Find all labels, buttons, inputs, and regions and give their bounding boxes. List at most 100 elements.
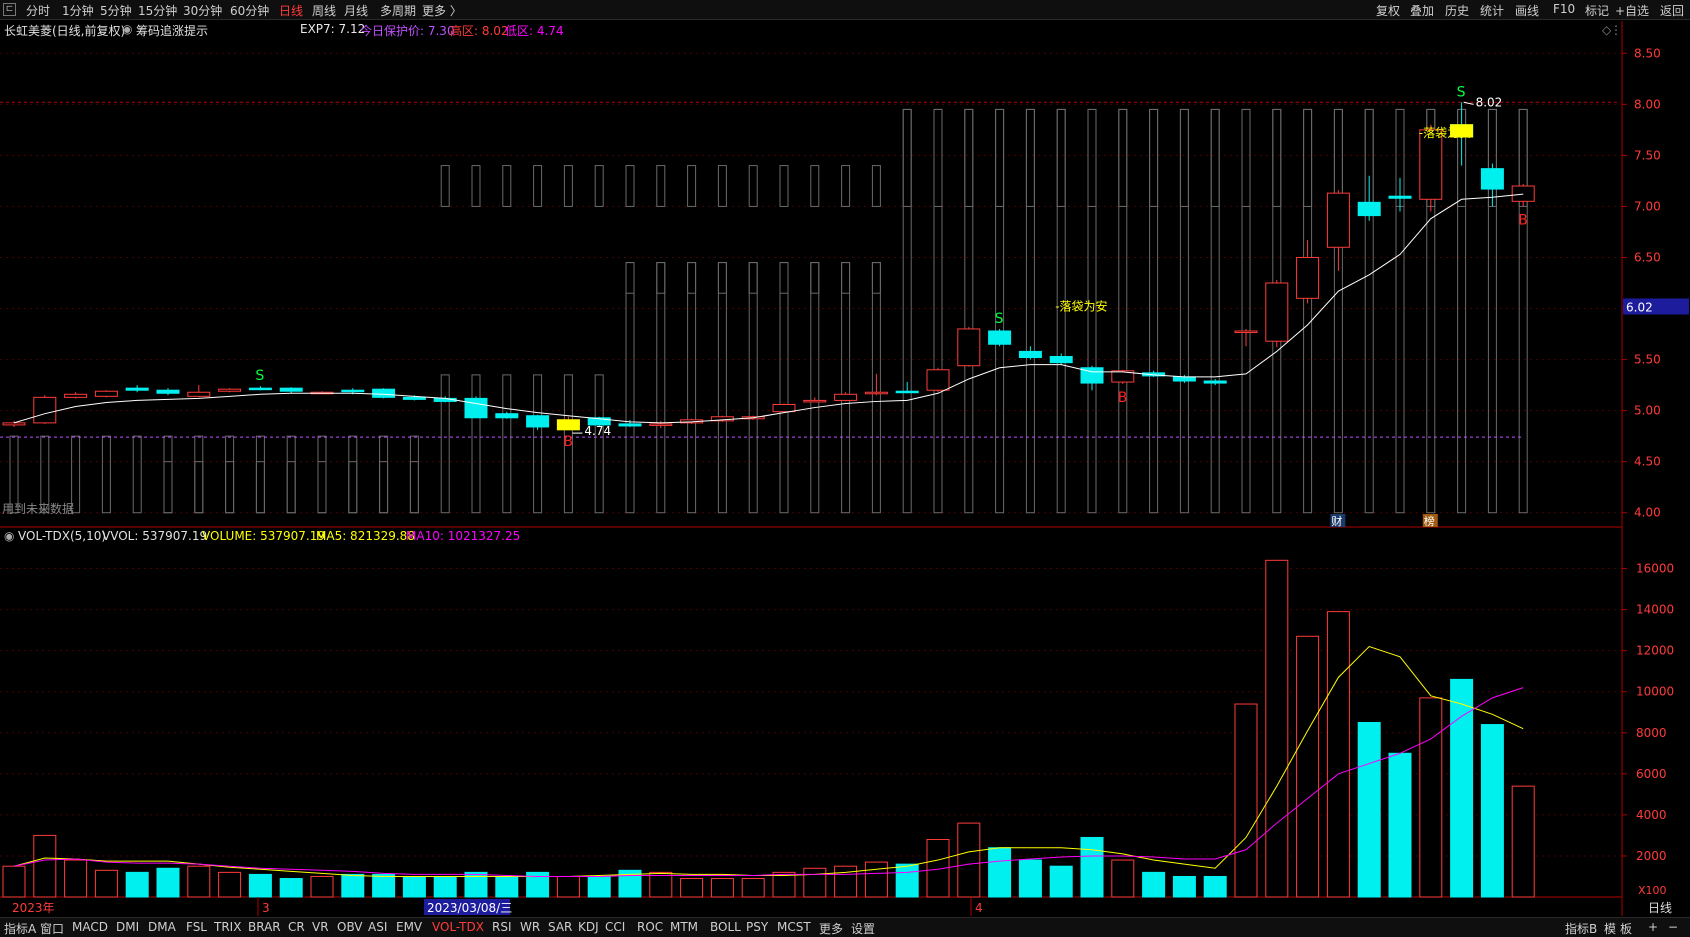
indicator-tab-25[interactable]: 设置	[851, 922, 876, 936]
volume-bar-49	[1511, 785, 1535, 898]
volume-bar-26	[803, 867, 827, 898]
volume-bar-21	[649, 871, 673, 898]
period-1[interactable]: 1分钟	[62, 4, 94, 18]
indicator-name[interactable]: VOL-TDX(5,10)	[18, 529, 107, 543]
indicator-tab-20[interactable]: MTM	[670, 920, 699, 934]
bottom-right-0[interactable]: 指标B	[1565, 922, 1598, 936]
indicator-tab-21[interactable]: BOLL	[710, 920, 741, 934]
period-2[interactable]: 5分钟	[100, 4, 132, 18]
candle-body-42	[1296, 256, 1320, 299]
candle-body-7	[218, 388, 242, 392]
chip-bar-2-17	[533, 374, 543, 514]
period-4[interactable]: 30分钟	[183, 4, 223, 18]
indicator-tabbar: 指标A 窗口 MACD DMI DMA FSL TRIX BRAR CR VR OBV ASI EMV V…	[0, 917, 1690, 937]
indicator-tab-7[interactable]: BRAR	[248, 920, 281, 934]
chip-bar-7-33	[1025, 108, 1035, 207]
x-label-3: 4	[975, 901, 983, 915]
future-data-note: 用到未来数据	[2, 501, 74, 516]
indicator-tab-24[interactable]: 更多	[819, 922, 844, 936]
chip-bar-3-20	[625, 262, 635, 514]
indicator-tab-6[interactable]: TRIX	[214, 920, 242, 934]
volume-bar-32	[988, 847, 1012, 898]
toolbar-right-5[interactable]: F10	[1553, 2, 1576, 16]
indicator-tab-16[interactable]: SAR	[548, 920, 573, 934]
indicator-tab-12[interactable]: EMV	[396, 920, 423, 934]
indicator-tab-18[interactable]: CCI	[605, 920, 626, 934]
indicator-tab-13[interactable]: VOL-TDX	[432, 920, 484, 934]
period-5[interactable]: 60分钟	[230, 4, 270, 18]
toolbar-right-3[interactable]: 统计	[1480, 4, 1505, 18]
volume-bar-46	[1419, 697, 1443, 898]
bottom-right-1[interactable]: 模	[1604, 922, 1617, 936]
indicator-tab-5[interactable]: FSL	[186, 920, 207, 934]
indicator-tab-23[interactable]: MCST	[777, 920, 811, 934]
indicator-tab-1[interactable]: 窗口	[40, 922, 65, 936]
period-7[interactable]: 周线	[312, 4, 337, 18]
vol-tick-label-4: 8000	[1636, 726, 1667, 740]
indicator-tab-3[interactable]: DMI	[116, 920, 140, 934]
indicator-tab-15[interactable]: WR	[520, 920, 541, 934]
candle-body-49	[1511, 185, 1535, 202]
bottom-right-3[interactable]: +	[1648, 920, 1659, 934]
x-label-2-bg	[424, 899, 510, 915]
candle-body-32	[988, 330, 1012, 345]
chip-bar-4-40	[1241, 108, 1251, 514]
candle-body-33	[1018, 350, 1042, 359]
candle-body-30	[926, 369, 950, 391]
indicator-tab-19[interactable]: ROC	[637, 920, 664, 934]
chip-bar-7-41	[1272, 108, 1282, 207]
toolbar-right-0[interactable]: 复权	[1376, 4, 1401, 18]
chip-bar-6-25	[779, 262, 789, 294]
chip-bar-7-31	[964, 108, 974, 207]
more-icon: ⋮	[1610, 23, 1622, 37]
period-9[interactable]: 多周期	[380, 4, 417, 18]
chip-icon[interactable]: ◉	[122, 22, 133, 36]
period-8[interactable]: 月线	[344, 4, 369, 18]
chip-bar-7-34	[1056, 108, 1066, 207]
volume-bar-39	[1203, 875, 1227, 898]
toolbar-right-4[interactable]: 画线	[1515, 4, 1540, 18]
volume-bar-47	[1450, 678, 1474, 898]
chip-bar-4-31	[964, 108, 974, 514]
toolbar-right-8[interactable]: 返回	[1660, 4, 1685, 18]
toolbar-right-2[interactable]: 历史	[1445, 4, 1470, 18]
panel-toggle-icon[interactable]: ⊏	[3, 3, 16, 16]
volume-bar-40	[1234, 703, 1258, 898]
indicator-tab-4[interactable]: DMA	[148, 920, 176, 934]
indicator-tab-22[interactable]: PSY	[746, 920, 769, 934]
vol-tick-label-2: 12000	[1636, 644, 1674, 658]
indicator-tab-9[interactable]: VR	[312, 920, 329, 934]
exp-value: EXP7: 7.12	[300, 22, 366, 36]
period-10[interactable]: 更多 〉	[422, 4, 462, 18]
indicator-tab-17[interactable]: KDJ	[578, 920, 599, 934]
period-6[interactable]: 日线	[279, 4, 304, 18]
chip-label[interactable]: 筹码追涨提示	[136, 24, 209, 38]
chip-bar-0-13	[409, 435, 419, 514]
chip-bar-1-9	[286, 461, 296, 514]
volume-bar-25	[772, 871, 796, 898]
indicator-tab-11[interactable]: ASI	[368, 920, 388, 934]
chip-bar-3-22	[687, 262, 697, 514]
volume-bar-36	[1111, 859, 1135, 898]
volume-bar-13	[402, 875, 426, 898]
toolbar-right-1[interactable]: 叠加	[1410, 4, 1435, 18]
indicator-tab-10[interactable]: OBV	[337, 920, 363, 934]
indicator-tab-0[interactable]: 指标A	[4, 922, 37, 936]
toolbar-right-7[interactable]: +自选	[1615, 4, 1650, 18]
bottom-right-4[interactable]: −	[1668, 920, 1679, 934]
period-3[interactable]: 15分钟	[138, 4, 178, 18]
volume-bar-38	[1172, 875, 1196, 898]
indicator-tab-14[interactable]: RSI	[492, 920, 512, 934]
chip-bar-5-25	[779, 165, 789, 207]
period-0[interactable]: 分时	[26, 4, 51, 18]
low-zone: 低区: 4.74	[505, 24, 564, 38]
indicator-tab-8[interactable]: CR	[288, 920, 305, 934]
indicator-icon[interactable]: ◉	[4, 529, 15, 543]
toolbar-right-6[interactable]: 标记	[1585, 4, 1610, 18]
volume-bar-42	[1296, 635, 1320, 898]
chip-bar-5-14	[440, 165, 450, 207]
volume-bar-23	[710, 878, 734, 898]
indicator-tab-2[interactable]: MACD	[72, 920, 108, 934]
bottom-right-2[interactable]: 板	[1620, 922, 1633, 936]
